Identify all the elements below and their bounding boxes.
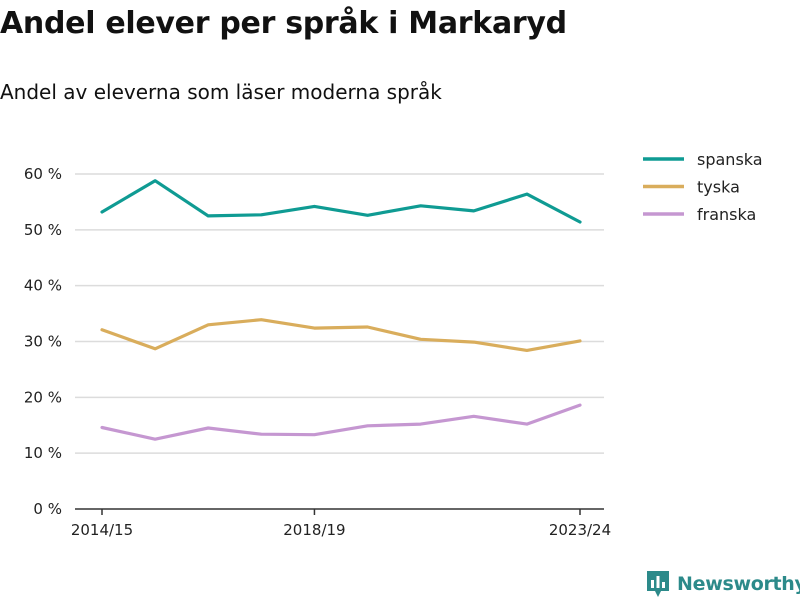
x-tick-label: 2023/24: [549, 521, 611, 539]
gridlines: [75, 173, 604, 454]
series-line-spanska: [100, 179, 582, 224]
y-axis: 0 % 10 % 20 % 30 % 40 % 50 % 60 %: [24, 165, 62, 518]
series-line-tyska: [100, 318, 582, 352]
brand-name: Newsworthy: [677, 573, 800, 595]
series-line-franska: [100, 403, 582, 441]
legend-label: spanska: [697, 150, 763, 169]
x-axis: 2014/15 2018/19 2023/24: [71, 508, 611, 539]
y-tick-label: 60 %: [24, 165, 62, 183]
chart-subtitle: Andel av eleverna som läser moderna språ…: [0, 80, 442, 104]
x-tick-label: 2014/15: [71, 521, 133, 539]
newsworthy-logo-icon: [647, 571, 669, 597]
series-lines: [100, 179, 582, 441]
y-tick-label: 30 %: [24, 333, 62, 351]
y-tick-label: 50 %: [24, 221, 62, 239]
y-tick-label: 10 %: [24, 444, 62, 462]
brand-logo: Newsworthy: [645, 569, 800, 599]
y-tick-label: 40 %: [24, 277, 62, 295]
y-tick-label: 0 %: [33, 500, 62, 518]
legend-label: tyska: [697, 178, 740, 197]
legend: spanska tyska franska: [643, 150, 763, 224]
y-tick-label: 20 %: [24, 388, 62, 406]
legend-label: franska: [697, 205, 756, 224]
x-tick-label: 2018/19: [283, 521, 345, 539]
chart-title: Andel elever per språk i Markaryd: [0, 6, 567, 41]
